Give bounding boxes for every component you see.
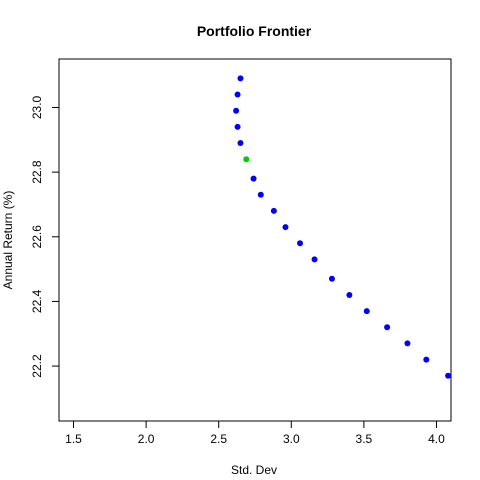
- x-tick-label: 3.0: [283, 432, 300, 446]
- x-axis: 1.5 2.0 2.5 3.0 3.5 4.0: [65, 421, 445, 446]
- data-point: [237, 140, 244, 147]
- data-point: [445, 372, 452, 379]
- data-point: [384, 324, 391, 331]
- data-point: [250, 175, 257, 182]
- data-point: [404, 340, 411, 347]
- y-tick-label: 22.8: [30, 160, 44, 184]
- data-point: [237, 75, 244, 82]
- y-axis-label: Annual Return (%): [1, 191, 15, 290]
- y-axis: 22.2 22.4 22.6 22.8 23.0: [30, 95, 59, 378]
- data-point: [423, 356, 430, 363]
- x-tick-label: 2.5: [210, 432, 227, 446]
- data-point: [234, 123, 241, 130]
- data-point: [282, 224, 289, 231]
- data-point: [328, 275, 335, 282]
- y-tick-label: 22.6: [30, 225, 44, 249]
- data-point: [233, 107, 240, 114]
- data-points: [233, 75, 452, 379]
- x-axis-label: Std. Dev: [231, 463, 277, 477]
- x-tick-label: 4.0: [428, 432, 445, 446]
- plot-frame: [58, 58, 452, 422]
- x-tick-label: 2.0: [138, 432, 155, 446]
- data-point: [270, 207, 277, 214]
- data-point: [234, 91, 241, 98]
- data-point: [346, 291, 353, 298]
- data-point: [363, 308, 370, 315]
- y-tick-label: 23.0: [30, 95, 44, 119]
- y-tick-label: 22.2: [30, 354, 44, 378]
- y-tick-label: 22.4: [30, 289, 44, 313]
- highlighted-point: [243, 156, 250, 163]
- x-tick-label: 3.5: [356, 432, 373, 446]
- data-point: [297, 240, 304, 247]
- chart-title: Portfolio Frontier: [197, 23, 312, 39]
- data-point: [311, 256, 318, 263]
- data-point: [257, 191, 264, 198]
- x-tick-label: 1.5: [65, 432, 82, 446]
